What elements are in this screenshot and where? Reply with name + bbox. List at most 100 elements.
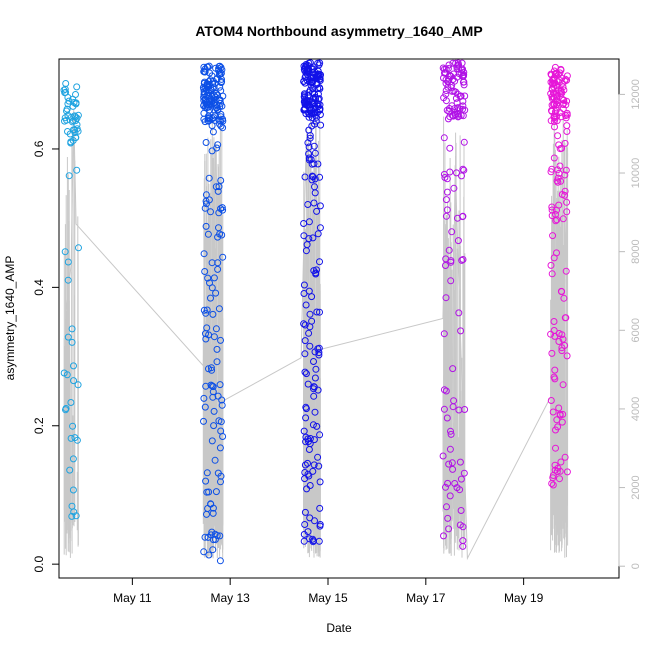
data-point xyxy=(460,469,468,477)
data-point xyxy=(316,504,324,512)
data-point xyxy=(200,394,208,402)
data-point xyxy=(200,109,208,117)
secondary-tick-label: 0 xyxy=(630,563,642,569)
data-point xyxy=(313,207,321,215)
data-point xyxy=(310,392,318,400)
data-point xyxy=(308,176,316,184)
y-axis-label: asymmetry_1640_AMP xyxy=(3,256,17,381)
x-axis-label: Date xyxy=(326,621,352,635)
data-point xyxy=(440,405,448,413)
data-point xyxy=(68,338,76,346)
data-point xyxy=(211,536,219,543)
data-point xyxy=(442,212,450,220)
data-point xyxy=(207,208,214,216)
data-point xyxy=(548,270,556,278)
data-point xyxy=(548,349,556,357)
data-point xyxy=(312,269,320,277)
data-point xyxy=(447,257,455,265)
data-point xyxy=(202,139,210,146)
data-point xyxy=(315,349,323,357)
data-point xyxy=(316,478,324,486)
data-point xyxy=(301,475,309,483)
data-point xyxy=(212,183,220,191)
data-point xyxy=(305,446,313,453)
data-point xyxy=(547,397,555,404)
data-point xyxy=(311,111,319,119)
data-point xyxy=(207,500,215,508)
data-point xyxy=(561,314,569,322)
data-point xyxy=(556,475,563,483)
data-point xyxy=(548,203,556,211)
data-point xyxy=(442,387,450,395)
data-point xyxy=(447,427,454,435)
data-point xyxy=(304,459,311,467)
data-point xyxy=(547,330,555,338)
plot-frame xyxy=(58,58,620,579)
data-point xyxy=(217,110,225,118)
data-point xyxy=(62,80,70,87)
data-point xyxy=(443,414,451,422)
data-point xyxy=(563,352,571,360)
data-point xyxy=(563,109,571,117)
data-point xyxy=(67,434,75,442)
data-point xyxy=(200,417,207,425)
data-point xyxy=(557,458,565,466)
data-point xyxy=(309,467,317,475)
data-point xyxy=(73,436,81,444)
secondary-tick-label: 4000 xyxy=(630,397,642,421)
data-point xyxy=(302,370,310,378)
data-point xyxy=(64,258,72,266)
data-point xyxy=(214,265,222,273)
data-point xyxy=(449,465,457,473)
data-point xyxy=(317,121,325,129)
data-point xyxy=(309,234,317,242)
data-point xyxy=(200,306,208,314)
data-point xyxy=(301,508,309,516)
data-point xyxy=(303,485,311,493)
data-point xyxy=(301,321,309,329)
data-points xyxy=(60,59,571,565)
data-point xyxy=(213,345,221,353)
data-point xyxy=(74,127,82,135)
data-point xyxy=(300,427,308,435)
data-point xyxy=(69,117,77,125)
data-point xyxy=(306,514,314,522)
data-point xyxy=(442,87,450,94)
data-point xyxy=(64,276,72,284)
data-point xyxy=(448,102,456,110)
data-point xyxy=(550,89,558,97)
data-point xyxy=(314,230,322,238)
data-point xyxy=(443,503,450,511)
data-point xyxy=(563,97,571,105)
data-point xyxy=(454,61,462,69)
data-point xyxy=(311,189,319,197)
data-point xyxy=(558,144,566,152)
data-point xyxy=(301,67,309,75)
data-point xyxy=(557,177,565,185)
data-point xyxy=(215,417,223,425)
data-point xyxy=(444,78,452,86)
x-tick-label: May 13 xyxy=(210,591,250,605)
data-point xyxy=(209,509,217,517)
data-point xyxy=(555,169,563,177)
data-point xyxy=(212,488,220,496)
data-point xyxy=(555,404,563,412)
data-point xyxy=(302,414,310,422)
data-point xyxy=(301,100,309,108)
data-point xyxy=(301,368,309,376)
data-point xyxy=(451,480,459,487)
data-point xyxy=(454,214,461,222)
data-point xyxy=(215,183,223,191)
data-point xyxy=(314,85,322,92)
data-point xyxy=(442,97,450,105)
data-point xyxy=(212,325,220,333)
data-point xyxy=(301,521,309,528)
data-point xyxy=(446,168,454,176)
data-point xyxy=(459,102,467,110)
data-point xyxy=(310,199,318,207)
data-point xyxy=(315,344,323,352)
data-point xyxy=(315,75,323,83)
data-point xyxy=(309,73,317,81)
data-point xyxy=(210,274,218,282)
data-point xyxy=(456,458,464,466)
